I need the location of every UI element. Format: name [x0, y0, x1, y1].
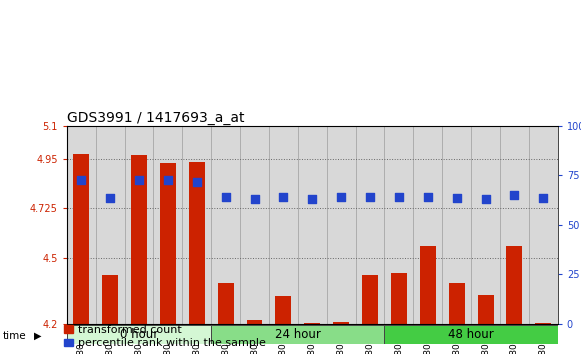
Point [250, 196, 259, 202]
Bar [96, 126, 124, 324]
Bar [275, 296, 291, 324]
Bar [160, 163, 176, 324]
Point [221, 194, 230, 200]
Bar [449, 283, 465, 324]
Point [423, 194, 432, 200]
Bar [442, 126, 471, 324]
Point [308, 196, 317, 202]
Bar [73, 154, 89, 324]
Point [365, 194, 375, 200]
Bar [102, 275, 118, 324]
Point [106, 195, 115, 201]
Bar [211, 126, 240, 324]
Bar [182, 126, 211, 324]
Bar [124, 126, 153, 324]
Bar [471, 126, 500, 324]
Bar [298, 126, 327, 324]
Text: time: time [3, 331, 27, 341]
Bar [385, 325, 558, 344]
Bar [385, 126, 413, 324]
Bar [356, 126, 385, 324]
Bar [218, 283, 234, 324]
Bar [211, 325, 385, 344]
Point [279, 194, 288, 200]
Bar [67, 325, 211, 344]
Bar [535, 323, 551, 324]
Text: 24 hour: 24 hour [275, 328, 321, 341]
Bar [327, 126, 356, 324]
Text: ▶: ▶ [34, 331, 41, 341]
Point [77, 177, 86, 182]
Bar [529, 126, 558, 324]
Legend: transformed count, percentile rank within the sample: transformed count, percentile rank withi… [64, 325, 266, 348]
Bar [500, 126, 529, 324]
Bar [333, 322, 349, 324]
Text: GDS3991 / 1417693_a_at: GDS3991 / 1417693_a_at [67, 111, 245, 125]
Bar [240, 126, 269, 324]
Point [134, 177, 144, 182]
Bar [507, 246, 522, 324]
Bar [131, 155, 147, 324]
Point [336, 194, 346, 200]
Point [481, 196, 490, 202]
Bar [413, 126, 442, 324]
Bar [362, 275, 378, 324]
Bar [246, 320, 263, 324]
Bar [420, 246, 436, 324]
Bar [189, 162, 205, 324]
Point [192, 179, 202, 185]
Point [539, 195, 548, 201]
Bar [269, 126, 298, 324]
Text: 0 hour: 0 hour [120, 328, 158, 341]
Bar [478, 295, 493, 324]
Point [163, 177, 173, 182]
Point [452, 195, 461, 201]
Text: 48 hour: 48 hour [449, 328, 494, 341]
Point [510, 192, 519, 198]
Bar [153, 126, 182, 324]
Bar [67, 126, 96, 324]
Point [394, 194, 404, 200]
Bar [391, 273, 407, 324]
